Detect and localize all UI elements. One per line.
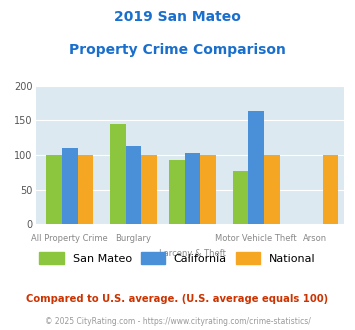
Text: Burglary: Burglary bbox=[115, 234, 152, 243]
Bar bbox=[200, 155, 216, 224]
Bar bbox=[248, 112, 264, 224]
Text: Larceny & Theft: Larceny & Theft bbox=[159, 249, 226, 258]
Text: © 2025 CityRating.com - https://www.cityrating.com/crime-statistics/: © 2025 CityRating.com - https://www.city… bbox=[45, 317, 310, 326]
Bar bbox=[62, 148, 78, 224]
Bar bbox=[264, 155, 280, 224]
Bar bbox=[78, 155, 93, 224]
Bar bbox=[46, 155, 62, 224]
Bar bbox=[169, 160, 185, 224]
Text: 2019 San Mateo: 2019 San Mateo bbox=[114, 10, 241, 24]
Bar bbox=[185, 153, 200, 224]
Bar bbox=[323, 155, 338, 224]
Legend: San Mateo, California, National: San Mateo, California, National bbox=[35, 248, 320, 268]
Bar bbox=[126, 146, 141, 224]
Text: Property Crime Comparison: Property Crime Comparison bbox=[69, 43, 286, 57]
Bar bbox=[141, 155, 157, 224]
Bar bbox=[233, 171, 248, 224]
Text: Motor Vehicle Theft: Motor Vehicle Theft bbox=[215, 234, 297, 243]
Text: All Property Crime: All Property Crime bbox=[32, 234, 108, 243]
Text: Arson: Arson bbox=[303, 234, 327, 243]
Text: Compared to U.S. average. (U.S. average equals 100): Compared to U.S. average. (U.S. average … bbox=[26, 294, 329, 304]
Bar bbox=[110, 124, 126, 224]
